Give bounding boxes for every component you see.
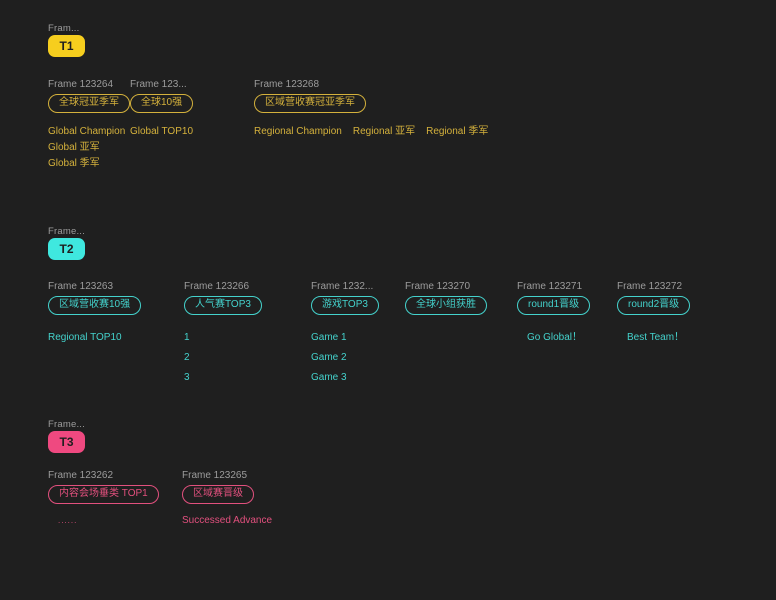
frame-item-text[interactable]: Global 季军: [48, 158, 100, 169]
frame-item-text[interactable]: 3: [184, 372, 190, 383]
tag-pill[interactable]: 全球冠亚季军: [48, 94, 130, 113]
frame-group: Frame 123265 区域赛晋级 Successed Advance: [182, 470, 272, 528]
frame-item-text[interactable]: Best Team！: [627, 332, 685, 343]
frame-title[interactable]: Frame 123266: [184, 281, 250, 292]
item-list: Regional Champion Regional 亚军 Regional 季…: [254, 124, 488, 140]
item-list: Regional TOP10: [48, 328, 141, 348]
frame-item-text[interactable]: 1: [184, 332, 190, 343]
frame-group: Frame 123272 round2晋级 Best Team！: [617, 281, 691, 348]
tier-badge-t3[interactable]: T3: [48, 431, 85, 453]
frame-item-text[interactable]: Global TOP10: [130, 126, 194, 137]
frame-title[interactable]: Frame 123271: [517, 281, 583, 292]
tag-pill[interactable]: 区域营收赛冠亚季军: [254, 94, 366, 113]
item-list: Best Team！: [617, 328, 690, 348]
frame-item-text[interactable]: ......: [58, 516, 78, 525]
tag-pill[interactable]: 区域营收赛10强: [48, 296, 142, 315]
tag-pill[interactable]: 人气赛TOP3: [184, 296, 262, 315]
tag-pill[interactable]: round2晋级: [617, 296, 691, 315]
frame-item-text[interactable]: Regional TOP10: [48, 332, 122, 343]
frame-item-text[interactable]: Game 1: [311, 332, 347, 343]
frame-group: Frame 123... 全球10强 Global TOP10: [130, 79, 194, 140]
item-list: Game 1 Game 2 Game 3: [311, 328, 379, 388]
frame-group: Frame 1232... 游戏TOP3 Game 1 Game 2 Game …: [311, 281, 379, 388]
frame-item-text[interactable]: Global Champion: [48, 126, 126, 137]
frame-title[interactable]: Frame 123270: [405, 281, 471, 292]
tier-frame-label-t1[interactable]: Fram...: [48, 23, 80, 34]
frame-item-text[interactable]: 2: [184, 352, 190, 363]
item-list: Successed Advance: [182, 514, 272, 528]
frame-group: Frame 123262 内容会场垂类 TOP1 ......: [48, 470, 159, 528]
tier-frame-label-t3[interactable]: Frame...: [48, 419, 85, 430]
tag-pill[interactable]: 区域赛晋级: [182, 485, 254, 504]
frame-item-text[interactable]: Global 亚军: [48, 142, 100, 153]
item-list: Global Champion Global 亚军 Global 季军: [48, 124, 130, 172]
frame-item-text[interactable]: Regional 季军: [426, 126, 489, 137]
frame-title[interactable]: Frame 123265: [182, 470, 248, 481]
frame-item-text[interactable]: Regional Champion: [254, 126, 342, 137]
frame-item-text[interactable]: Game 3: [311, 372, 347, 383]
tag-pill[interactable]: 全球10强: [130, 94, 194, 113]
frame-group: Frame 123268 区域营收赛冠亚季军 Regional Champion…: [254, 79, 488, 140]
frame-group: Frame 123263 区域营收赛10强 Regional TOP10: [48, 281, 142, 348]
frame-item-text[interactable]: Successed Advance: [182, 515, 273, 526]
tier-badge-t1[interactable]: T1: [48, 35, 85, 57]
tag-pill[interactable]: 全球小组获胜: [405, 296, 487, 315]
frame-group: Frame 123266 人气赛TOP3 1 2 3: [184, 281, 262, 388]
frame-title[interactable]: Frame 1232...: [311, 281, 374, 292]
frame-title[interactable]: Frame 123264: [48, 79, 114, 90]
frame-item-text[interactable]: Go Global！: [527, 332, 583, 343]
frame-title[interactable]: Frame 123...: [130, 79, 187, 90]
tag-pill[interactable]: 内容会场垂类 TOP1: [48, 485, 159, 504]
frame-group: Frame 123270 全球小组获胜: [405, 281, 487, 315]
item-list: ......: [48, 514, 159, 528]
tier-frame-label-t2[interactable]: Frame...: [48, 226, 85, 237]
frame-item-text[interactable]: Regional 亚军: [352, 126, 416, 137]
frame-title[interactable]: Frame 123263: [48, 281, 114, 292]
frame-group: Frame 123264 全球冠亚季军 Global Champion Glob…: [48, 79, 130, 172]
frame-title[interactable]: Frame 123262: [48, 470, 114, 481]
item-list: 1 2 3: [184, 328, 262, 388]
item-list: Global TOP10: [130, 124, 193, 140]
frame-title[interactable]: Frame 123272: [617, 281, 683, 292]
frame-title[interactable]: Frame 123268: [254, 79, 320, 90]
tag-pill[interactable]: 游戏TOP3: [311, 296, 379, 315]
frame-group: Frame 123271 round1晋级 Go Global！: [517, 281, 591, 348]
frame-item-text[interactable]: Game 2: [311, 352, 347, 363]
tag-pill[interactable]: round1晋级: [517, 296, 591, 315]
tier-badge-t2[interactable]: T2: [48, 238, 85, 260]
item-list: Go Global！: [517, 328, 590, 348]
